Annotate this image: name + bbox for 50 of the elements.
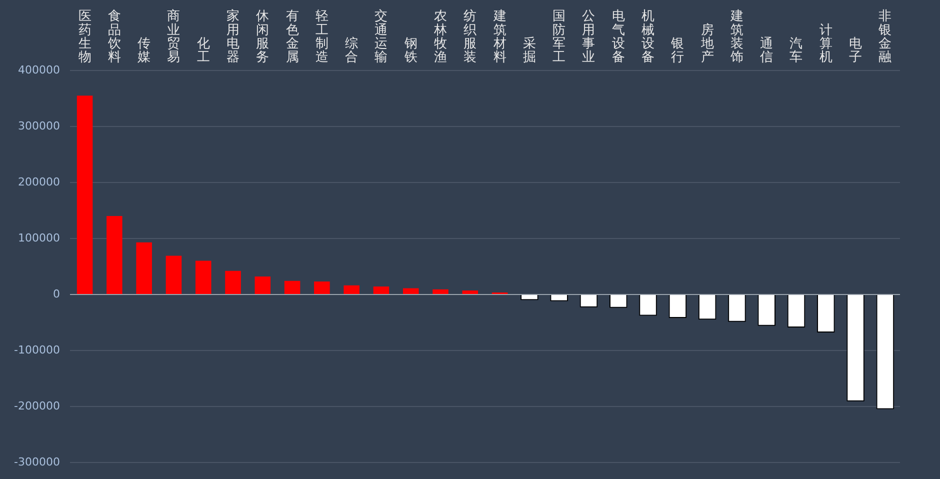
x-tick-label: 医药生物	[78, 9, 92, 66]
bar	[195, 260, 212, 294]
x-tick-label: 公用事业	[582, 9, 596, 66]
bar	[432, 289, 448, 294]
bar	[76, 96, 93, 294]
x-tick-label: 机械设备	[642, 9, 655, 66]
bar	[254, 276, 271, 294]
bar	[106, 216, 122, 294]
x-tick-label: 电子	[849, 36, 862, 66]
y-tick-label: 0	[52, 287, 60, 300]
x-tick-label: 农林牧渔	[433, 9, 448, 66]
x-tick-label: 综合	[345, 36, 358, 66]
bar	[402, 288, 419, 294]
x-tick-label: 食品饮料	[106, 9, 121, 66]
y-tick-label: 300000	[18, 119, 60, 132]
x-tick-label: 电气设备	[612, 9, 625, 66]
bar	[344, 285, 360, 294]
y-tick-label: -200000	[14, 399, 60, 412]
bar	[166, 256, 182, 294]
bar	[373, 286, 390, 294]
x-tick-label: 通信	[760, 36, 774, 66]
x-tick-label: 钢铁	[403, 36, 418, 66]
y-tick-label: -300000	[14, 455, 60, 468]
x-tick-label: 非银金融	[878, 9, 892, 66]
x-tick-label: 建筑装饰	[729, 9, 744, 66]
x-tick-label: 传媒	[138, 36, 151, 66]
bar	[225, 270, 241, 294]
x-tick-label: 有色金属	[286, 9, 299, 66]
x-tick-label: 汽车	[790, 36, 803, 66]
x-tick-label: 交通运输	[374, 8, 388, 66]
bar	[284, 280, 300, 294]
x-tick-label: 轻工制造	[315, 9, 328, 66]
y-tick-label: 200000	[18, 175, 60, 188]
x-tick-label: 休闲服务	[256, 9, 270, 66]
y-tick-label: 100000	[18, 231, 60, 244]
x-tick-label: 国防军工	[552, 9, 566, 66]
y-tick-label: -100000	[14, 343, 60, 356]
bar	[462, 290, 478, 294]
bar	[136, 242, 152, 294]
x-tick-label: 建筑材料	[492, 9, 506, 66]
y-tick-label: 400000	[18, 63, 60, 76]
x-tick-label: 房地产	[700, 22, 714, 66]
x-tick-label: 纺织服装	[464, 9, 477, 66]
bar	[314, 281, 330, 294]
x-tick-label: 商业贸易	[167, 9, 180, 66]
x-tick-label: 家用电器	[226, 8, 240, 66]
x-tick-label: 银行	[670, 36, 684, 66]
x-tick-label: 化工	[196, 36, 210, 66]
x-tick-label: 采掘	[522, 36, 536, 66]
x-tick-label: 计算机	[819, 22, 832, 66]
